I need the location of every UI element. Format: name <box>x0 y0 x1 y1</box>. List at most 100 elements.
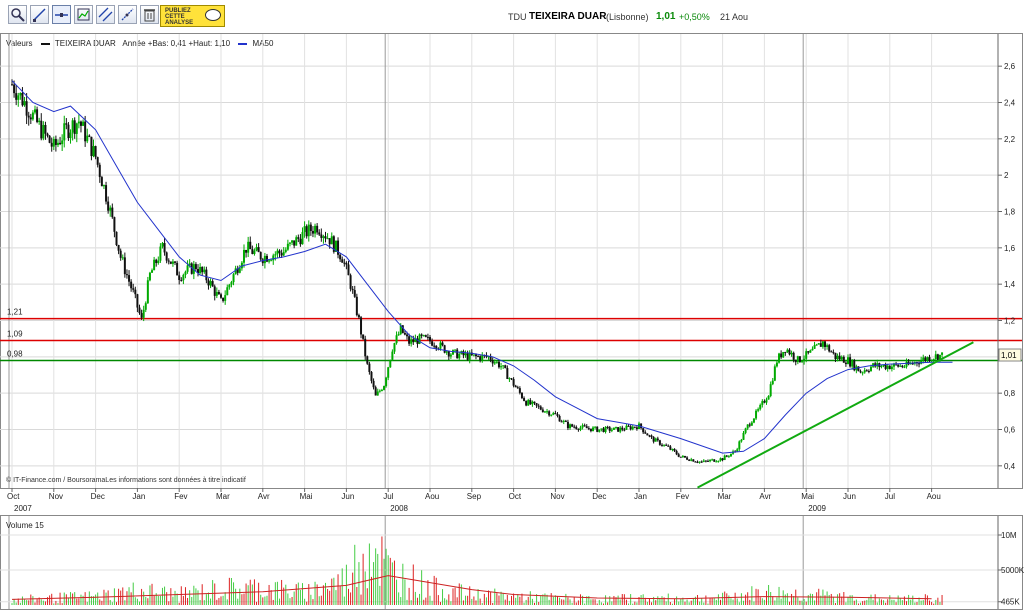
candle-body <box>249 241 252 250</box>
candle-body <box>449 354 452 357</box>
volume-grid <box>0 534 998 603</box>
fibonacci-tool[interactable] <box>118 5 137 24</box>
publish-analysis-button[interactable]: PUBLIEZ CETTE ANALYSE <box>160 5 225 27</box>
candle-body <box>911 363 914 365</box>
y-tick-label: 2,6 <box>1004 62 1016 71</box>
candle-body <box>29 117 32 120</box>
zoom-tool[interactable] <box>8 5 27 24</box>
candle-body <box>422 335 425 337</box>
x-tick-label: Jul <box>885 492 895 501</box>
candle-body <box>353 290 356 297</box>
candle-body <box>798 356 801 363</box>
candle-body <box>932 359 935 361</box>
candle-body <box>491 360 494 364</box>
candle-body <box>169 261 172 264</box>
x-tick-label: Aou <box>425 492 439 501</box>
candle-body <box>234 268 237 275</box>
candle-body <box>821 341 824 347</box>
line-draw-icon <box>33 8 46 22</box>
candle-body <box>638 423 640 429</box>
line-draw-tool[interactable] <box>30 5 49 24</box>
candle-body <box>909 363 912 365</box>
candle-body <box>543 411 546 413</box>
candle-body <box>773 366 776 381</box>
candle-body <box>209 281 212 286</box>
candle-body <box>98 164 101 178</box>
candle-body <box>40 120 43 139</box>
header-change: +0,50% <box>679 12 710 22</box>
candle-body <box>529 400 532 405</box>
candle-body <box>192 264 195 274</box>
candle-body <box>920 360 923 364</box>
horizontal-line-tool[interactable] <box>52 5 71 24</box>
candle-body <box>165 252 168 261</box>
candle-body <box>656 438 659 441</box>
candle-body <box>738 441 741 450</box>
candle-body <box>577 428 580 430</box>
candle-body <box>598 429 601 432</box>
candle-body <box>238 268 241 273</box>
candle-body <box>941 352 944 355</box>
x-tick-label: Nov <box>550 492 564 501</box>
candle-body <box>151 270 154 273</box>
candle-body <box>123 257 126 275</box>
y-tick-label: 2,2 <box>1004 135 1016 144</box>
y-tick-label: 1,8 <box>1004 208 1016 217</box>
candle-body <box>107 201 110 211</box>
parallel-lines-tool[interactable] <box>96 5 115 24</box>
candle-body <box>207 280 210 286</box>
candle-body <box>412 339 415 343</box>
candle-body <box>397 334 400 336</box>
horizontal-line-icon <box>55 13 68 17</box>
candle-body <box>130 281 133 289</box>
y-tick-label: 0,4 <box>1004 462 1016 471</box>
last-price-tag <box>998 348 1022 362</box>
candle-body <box>188 263 191 266</box>
candle-body <box>401 325 404 333</box>
volume-axis: 10M 5000K 465K <box>997 516 1024 609</box>
candle-body <box>88 135 91 137</box>
candle-body <box>755 410 758 419</box>
candle-body <box>121 257 124 259</box>
chart-type-tool[interactable] <box>74 5 93 24</box>
volume-label: Volume 15 <box>6 521 44 530</box>
volume-ma-line <box>11 575 932 600</box>
candle-body <box>535 403 538 406</box>
x-tick-label: Jan <box>132 492 145 501</box>
candle-body <box>311 230 314 234</box>
candle-body <box>832 352 835 354</box>
candle-body <box>316 225 319 233</box>
candle-body <box>694 461 697 463</box>
candle-body <box>709 459 712 462</box>
candle-body <box>418 334 421 344</box>
candle-body <box>203 269 206 273</box>
candle-body <box>907 361 910 365</box>
candle-body <box>263 255 266 264</box>
candle-body <box>506 368 509 379</box>
candle-body <box>326 238 329 240</box>
candle-body <box>681 455 684 457</box>
candle-body <box>934 354 937 360</box>
candle-body <box>876 363 879 367</box>
candle-body <box>688 459 691 461</box>
candle-body <box>790 352 793 355</box>
candle-body <box>485 355 488 357</box>
candle-body <box>922 357 925 361</box>
candle-body <box>44 124 47 134</box>
candle-body <box>564 420 567 422</box>
candle-body <box>347 264 350 276</box>
candle-body <box>364 338 367 357</box>
candle-body <box>213 286 216 296</box>
legend-price-swatch <box>40 42 50 45</box>
candle-body <box>842 356 845 363</box>
candle-body <box>389 359 392 368</box>
candle-body <box>247 241 250 253</box>
candle-body <box>456 349 459 359</box>
candle-body <box>640 423 643 429</box>
delete-tool[interactable] <box>140 5 159 24</box>
candle-body <box>286 243 289 250</box>
candle-body <box>673 448 676 452</box>
candle-body <box>552 413 555 415</box>
candle-body <box>746 424 749 429</box>
candle-body <box>408 336 411 344</box>
